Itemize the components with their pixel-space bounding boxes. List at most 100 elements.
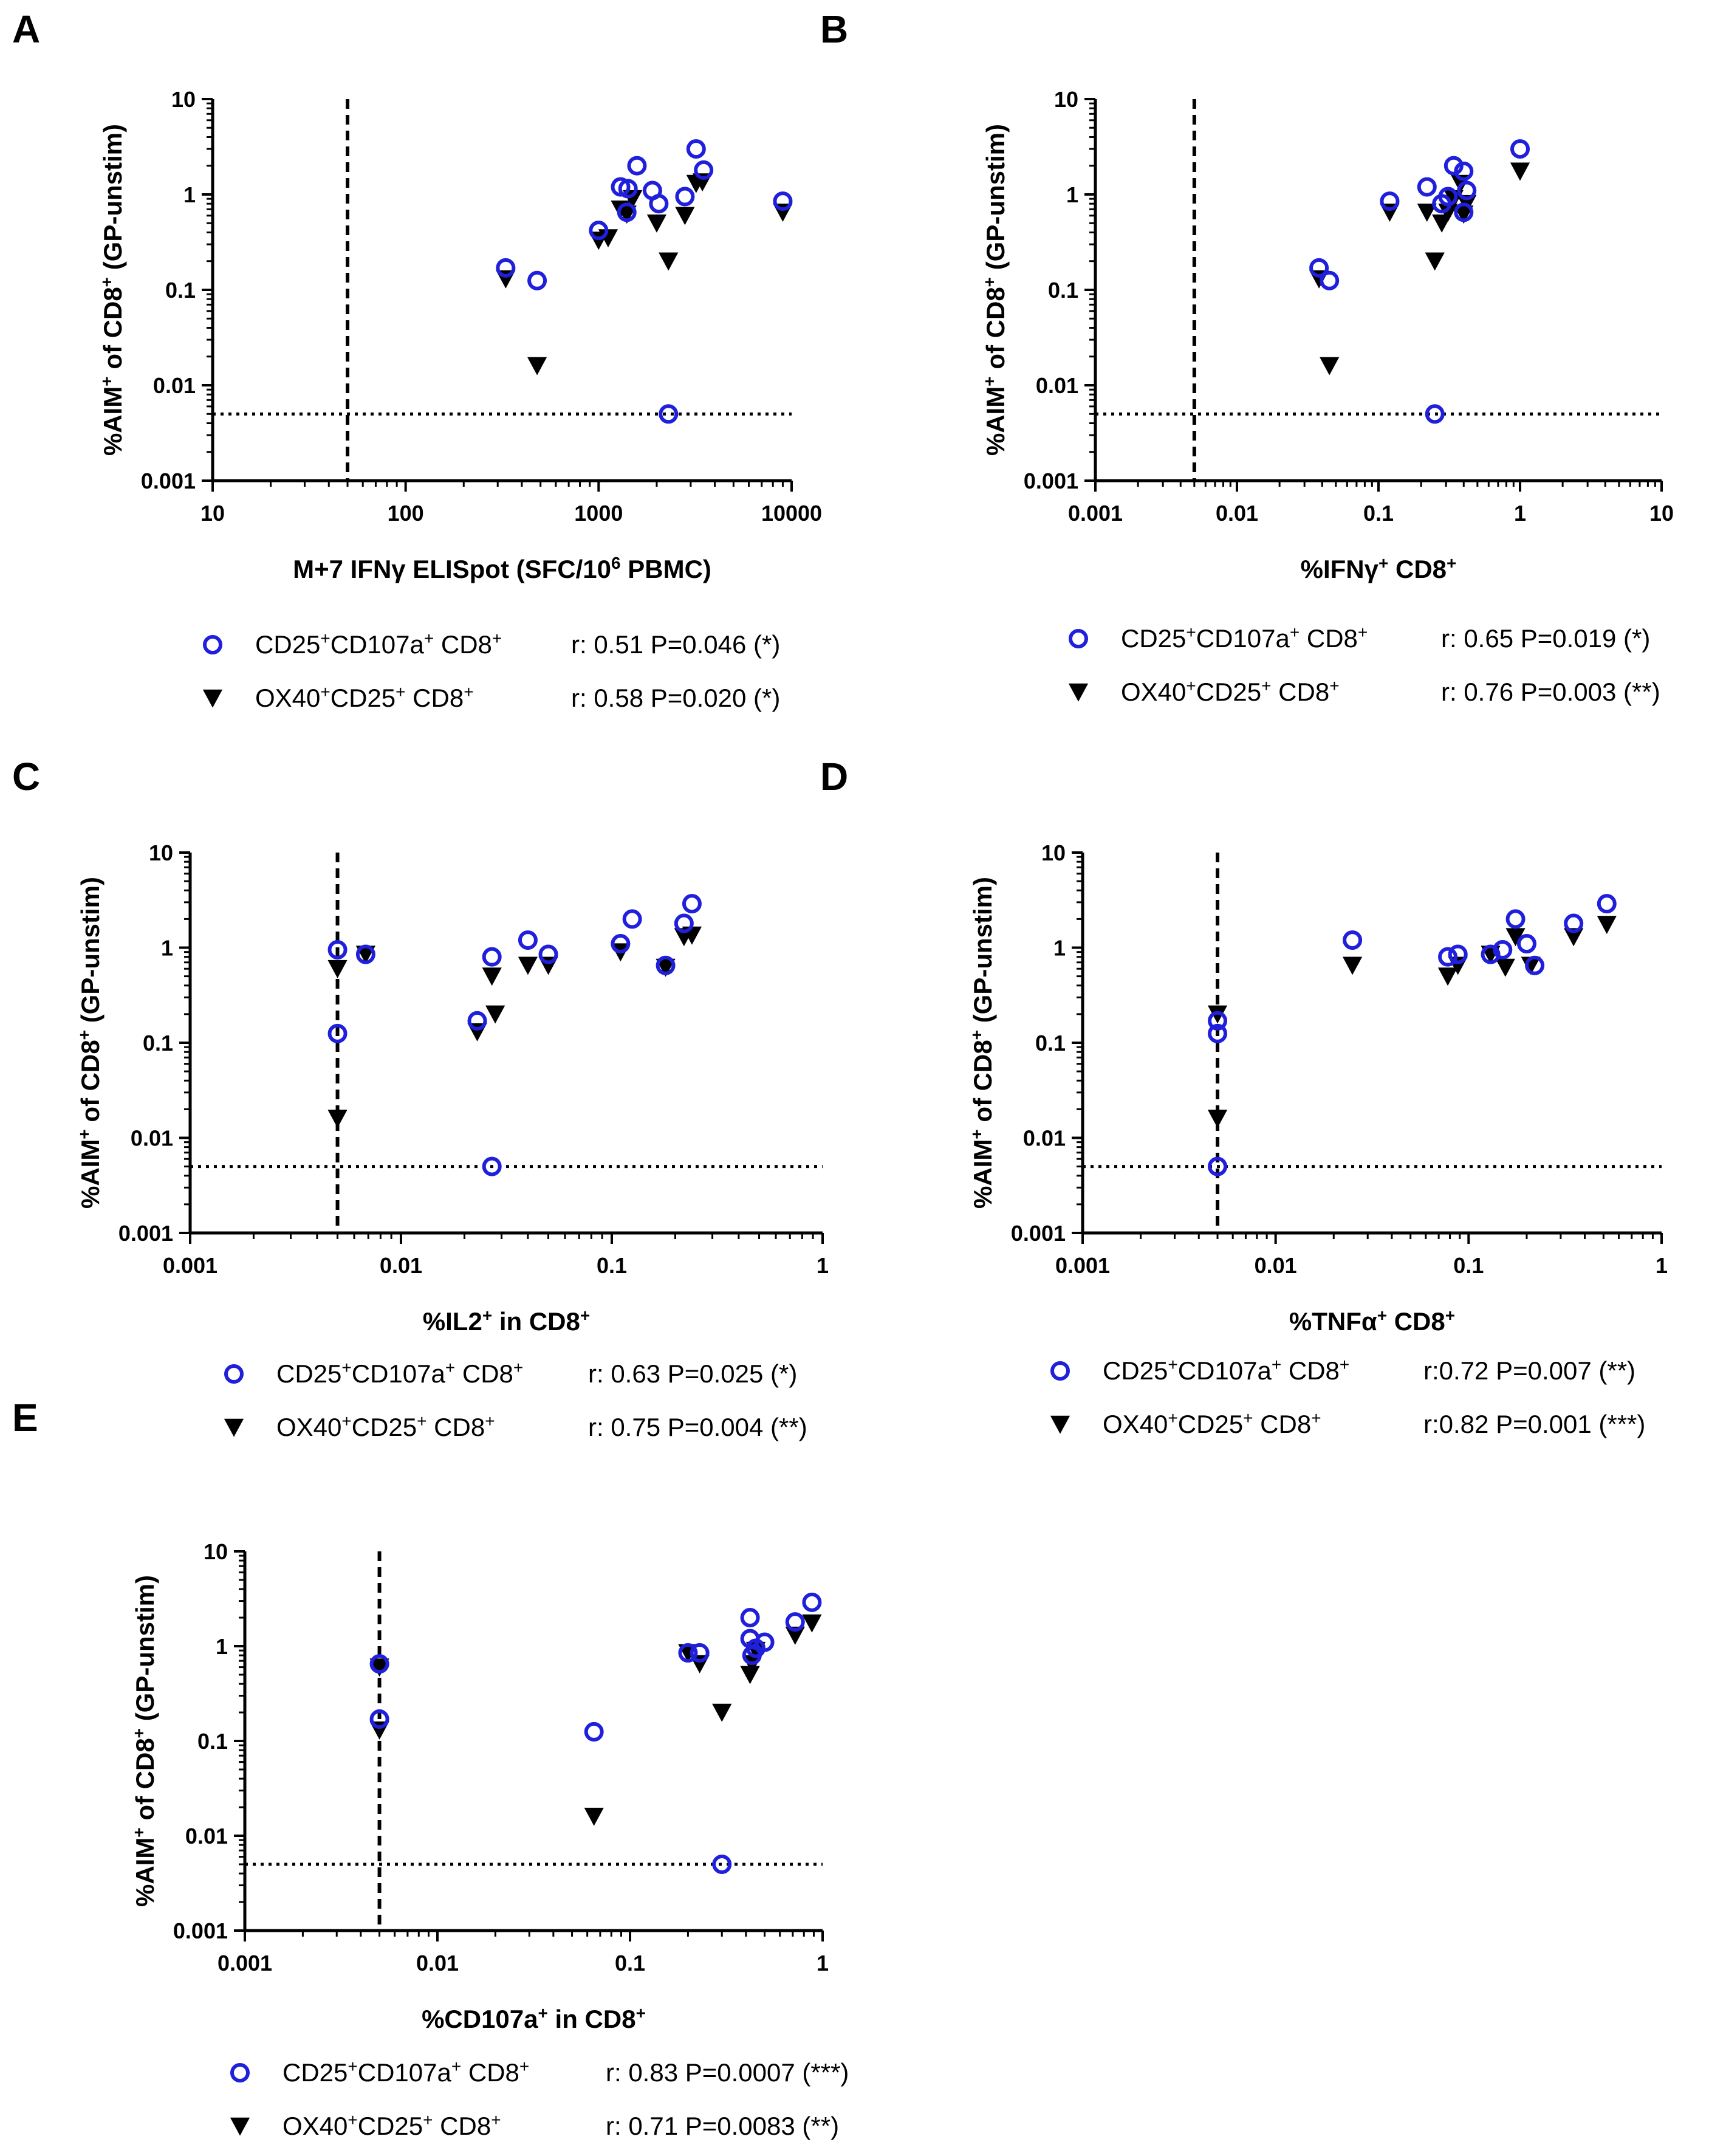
y-tick-label: 0.001 — [141, 469, 196, 493]
x-tick-label: 0.001 — [1055, 1253, 1110, 1278]
triangle-point — [1320, 357, 1340, 376]
triangle-point — [646, 214, 667, 233]
triangle-point — [1564, 928, 1584, 947]
x-axis-label: %CD107a+ in CD8+ — [422, 2003, 646, 2034]
legend-series-name: CD25+CD107a+ CD8+ — [276, 1358, 523, 1389]
y-axis-label: %AIM+ of CD8+ (GP-unstim) — [97, 124, 128, 456]
x-tick-label: 0.1 — [1363, 501, 1394, 526]
legend-triangle-icon — [224, 1418, 244, 1437]
circle-point — [755, 1632, 775, 1652]
legend-stats: r: 0.76 P=0.003 (**) — [1441, 678, 1660, 706]
y-tick-label: 0.1 — [143, 1031, 173, 1056]
y-tick-label: 0.01 — [1023, 1126, 1066, 1151]
y-tick-label: 10 — [204, 1539, 228, 1564]
triangle-point — [1437, 967, 1458, 986]
x-tick-label: 1 — [1656, 1253, 1668, 1278]
triangle-point — [1597, 916, 1617, 935]
legend-stats: r: 0.71 P=0.0083 (**) — [606, 2112, 839, 2140]
triangle-point — [598, 229, 618, 248]
triangle-point — [1510, 162, 1530, 181]
circle-point — [1443, 156, 1464, 176]
x-tick-label: 1000 — [574, 501, 623, 526]
circle-point — [785, 1612, 805, 1632]
legend-series-name: OX40+CD25+ CD8+ — [255, 682, 474, 713]
y-tick-label: 1 — [183, 182, 196, 207]
x-tick-label: 0.001 — [163, 1253, 217, 1278]
circle-point — [1309, 258, 1329, 278]
circle-point — [589, 221, 609, 241]
panel-b: B 0.001 0.01 0.1 1 10 0.001 0.01 0.1 1 10 %IFNγ+ CD… — [820, 7, 1674, 706]
circle-point — [675, 187, 695, 207]
legend-series-name: CD25+CD107a+ CD8+ — [1121, 623, 1368, 653]
legend-circle-icon — [203, 635, 222, 654]
triangle-point — [712, 1703, 732, 1722]
circle-point — [1208, 1156, 1228, 1176]
panel-a: A 0.001 0.01 0.1 1 10 10 100 1000 10000 M+7 IFNγ E… — [12, 7, 822, 712]
circle-point — [538, 944, 558, 964]
circle-point — [627, 156, 647, 176]
circle-point — [1597, 894, 1617, 914]
legend-triangle-icon — [1068, 683, 1089, 702]
circle-point — [327, 1023, 348, 1043]
circle-point — [496, 258, 516, 278]
y-tick-label: 0.001 — [1024, 469, 1078, 493]
triangle-point — [1521, 956, 1541, 975]
y-tick-label: 10 — [171, 87, 196, 112]
y-tick-label: 0.001 — [173, 1918, 228, 1943]
legend-circle-icon — [230, 2063, 250, 2082]
circle-point — [1320, 270, 1340, 290]
x-tick-label: 0.1 — [597, 1253, 627, 1278]
x-axis-label: M+7 IFNγ ELISpot (SFC/106 PBMC) — [293, 554, 711, 584]
circle-point — [1510, 139, 1530, 159]
circle-point — [674, 913, 694, 933]
triangle-point — [1438, 204, 1458, 222]
legend-series-name: OX40+CD25+ CD8+ — [1103, 1409, 1321, 1439]
panel-e: E 0.001 0.01 0.1 1 10 0.001 0.01 0.1 1 %CD107a+ in… — [12, 1396, 849, 2140]
circle-point — [617, 202, 637, 222]
triangle-point — [1342, 956, 1363, 975]
circle-point — [369, 1654, 389, 1674]
circle-point — [611, 934, 631, 954]
y-axis-label: %AIM+ of CD8+ (GP-unstim) — [967, 877, 998, 1209]
y-tick-label: 0.01 — [185, 1824, 228, 1849]
legend-stats: r: 0.63 P=0.025 (*) — [588, 1359, 797, 1388]
triangle-point — [1505, 928, 1526, 947]
x-tick-label: 1 — [817, 1253, 829, 1278]
triangle-point — [482, 967, 502, 986]
triangle-point — [802, 1614, 822, 1633]
circle-point — [482, 1156, 502, 1176]
triangle-point — [1495, 958, 1515, 977]
panel-c: C 0.001 0.01 0.1 1 10 0.001 0.01 0.1 1 %IL2+ in CD… — [12, 755, 829, 1441]
triangle-point — [1417, 204, 1437, 222]
triangle-point — [327, 1110, 348, 1128]
y-tick-label: 1 — [216, 1634, 228, 1659]
y-tick-label: 0.01 — [1036, 373, 1078, 398]
circle-point — [1448, 944, 1468, 964]
x-tick-label: 0.01 — [380, 1253, 422, 1278]
y-tick-label: 0.1 — [1035, 1031, 1066, 1056]
circle-point — [686, 139, 706, 159]
y-tick-label: 0.01 — [131, 1126, 173, 1151]
circle-point — [802, 1592, 822, 1612]
circle-point — [649, 194, 669, 214]
legend-series-name: CD25+CD107a+ CD8+ — [283, 2057, 529, 2087]
x-tick-label: 0.001 — [217, 1951, 272, 1976]
triangle-point — [623, 190, 643, 208]
circle-point — [659, 404, 679, 424]
y-axis-label: %AIM+ of CD8+ (GP-unstim) — [129, 1575, 160, 1907]
panel-label: E — [12, 1396, 38, 1440]
triangle-point — [1454, 205, 1474, 224]
triangle-point — [785, 1626, 805, 1645]
x-tick-label: 10 — [200, 501, 225, 526]
legend-triangle-icon — [202, 689, 223, 708]
circle-point — [1438, 947, 1458, 967]
triangle-point — [617, 205, 637, 224]
x-axis-label: %IFNγ+ CD8+ — [1301, 554, 1457, 584]
y-tick-label: 1 — [1066, 182, 1078, 207]
y-tick-label: 0.001 — [118, 1221, 173, 1246]
panel-label: B — [820, 7, 848, 51]
legend-stats: r: 0.65 P=0.019 (*) — [1441, 624, 1650, 653]
circle-point — [482, 947, 502, 967]
circle-point — [1425, 404, 1445, 424]
x-tick-label: 0.01 — [1255, 1253, 1297, 1278]
